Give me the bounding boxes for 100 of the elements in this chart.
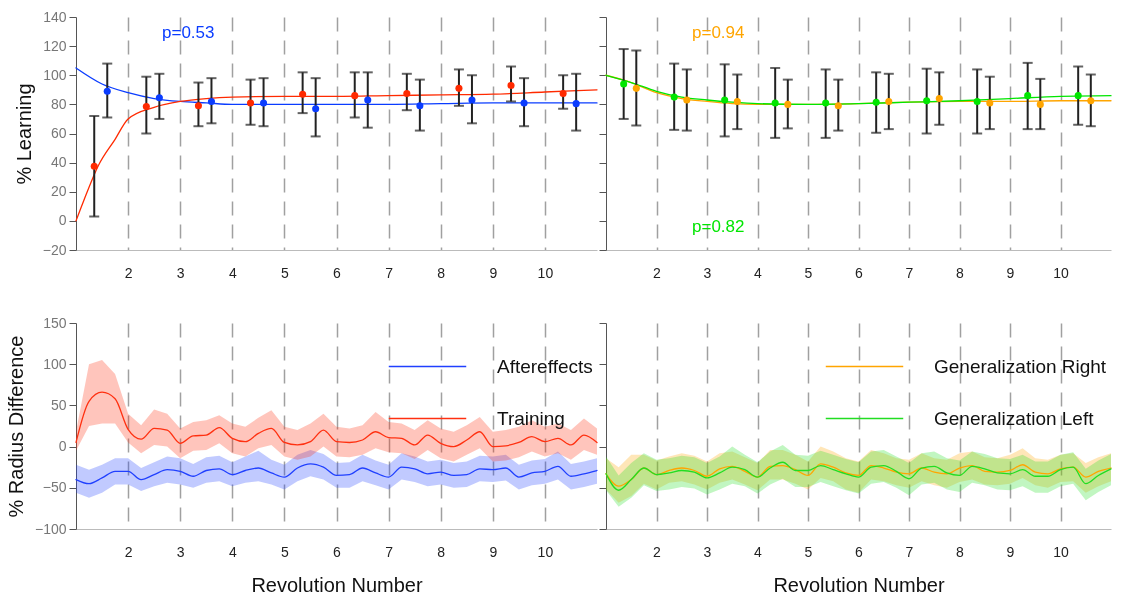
point: [455, 84, 463, 92]
point: [683, 96, 691, 104]
x-tick-label: 7: [905, 543, 914, 560]
point: [468, 96, 476, 104]
x-tick-label: 7: [385, 543, 394, 560]
annotation: p=0.53: [162, 23, 215, 42]
x-tick-label: 4: [228, 264, 237, 281]
legend-label: Generalization Left: [934, 407, 1095, 429]
x-tick-label: 5: [804, 264, 813, 281]
y-axis-title: % Radius Difference: [4, 335, 27, 518]
point: [923, 97, 931, 105]
x-tick-label: 3: [703, 543, 712, 560]
y-axis-title: % Learning: [12, 83, 35, 185]
x-tick-label: 10: [1053, 543, 1069, 560]
x-tick-label: 10: [1053, 264, 1069, 281]
x-tick-label: 10: [537, 264, 554, 281]
x-tick-label: 4: [228, 543, 237, 560]
point: [247, 99, 255, 107]
x-tick-label: 8: [956, 264, 965, 281]
point: [364, 96, 372, 104]
point: [520, 99, 528, 107]
point: [1074, 92, 1082, 100]
point: [103, 87, 111, 95]
x-tick-label: 9: [1006, 264, 1015, 281]
x-tick-label: 9: [489, 543, 498, 560]
y-tick-label: −50: [42, 479, 67, 496]
point: [822, 99, 830, 107]
point: [260, 99, 268, 107]
point: [194, 102, 202, 110]
annotation: p=0.94: [692, 23, 745, 42]
point: [632, 84, 640, 92]
point: [1087, 97, 1095, 105]
point: [872, 98, 880, 106]
line-series: [75, 89, 598, 222]
point: [784, 100, 792, 108]
legend-label: Generalization Right: [934, 355, 1107, 377]
y-tick-label: −20: [42, 241, 67, 258]
x-tick-label: 7: [385, 264, 394, 281]
y-tick-label: 100: [43, 66, 67, 83]
point: [559, 89, 567, 97]
x-tick-label: 6: [333, 543, 342, 560]
point: [507, 81, 515, 89]
y-tick-label: 120: [43, 37, 67, 54]
x-tick-label: 8: [437, 543, 446, 560]
x-tick-label: 6: [855, 264, 864, 281]
y-tick-label: −100: [34, 520, 67, 537]
x-tick-label: 9: [1006, 543, 1015, 560]
point: [90, 162, 98, 170]
point: [155, 94, 163, 102]
point: [733, 97, 741, 105]
point: [834, 102, 842, 110]
point: [207, 97, 215, 105]
point: [142, 103, 150, 111]
legend-label: Training: [497, 407, 565, 429]
point: [299, 90, 307, 98]
x-tick-label: 5: [804, 543, 813, 560]
point: [986, 99, 994, 107]
x-tick-label: 6: [333, 264, 342, 281]
point: [670, 93, 678, 101]
point: [935, 95, 943, 103]
point: [771, 99, 779, 107]
x-tick-label: 3: [176, 543, 185, 560]
x-tick-label: 5: [281, 264, 289, 281]
y-tick-label: 140: [43, 8, 67, 25]
x-tick-label: 2: [124, 543, 133, 560]
point: [620, 80, 628, 88]
y-tick-label: 0: [58, 438, 67, 455]
y-tick-label: 0: [58, 212, 67, 229]
point: [973, 97, 981, 105]
point: [403, 89, 411, 97]
y-tick-label: 50: [50, 396, 67, 413]
x-tick-label: 2: [653, 264, 662, 281]
point: [351, 92, 359, 100]
point: [572, 100, 580, 108]
x-axis-title: Revolution Number: [251, 573, 423, 596]
x-tick-label: 8: [956, 543, 965, 560]
y-tick-label: 80: [50, 95, 67, 112]
line-series: [75, 391, 598, 448]
point: [721, 96, 729, 104]
point: [885, 97, 893, 105]
y-tick-label: 150: [43, 314, 67, 331]
point: [1024, 92, 1032, 100]
x-tick-label: 3: [176, 264, 185, 281]
y-tick-label: 40: [50, 154, 67, 171]
point: [1036, 100, 1044, 108]
point: [416, 102, 424, 110]
x-tick-label: 9: [489, 264, 498, 281]
x-tick-label: 3: [703, 264, 712, 281]
x-tick-label: 5: [281, 543, 289, 560]
x-axis-title: Revolution Number: [773, 573, 945, 596]
x-tick-label: 2: [124, 264, 133, 281]
annotation: p=0.82: [692, 217, 745, 236]
x-tick-label: 10: [537, 543, 554, 560]
legend-label: Aftereffects: [497, 355, 593, 377]
x-tick-label: 7: [905, 264, 914, 281]
y-tick-label: 60: [50, 125, 67, 141]
line-series: [75, 463, 598, 485]
x-tick-label: 4: [754, 264, 763, 281]
y-tick-label: 100: [43, 355, 67, 372]
point: [312, 105, 320, 113]
